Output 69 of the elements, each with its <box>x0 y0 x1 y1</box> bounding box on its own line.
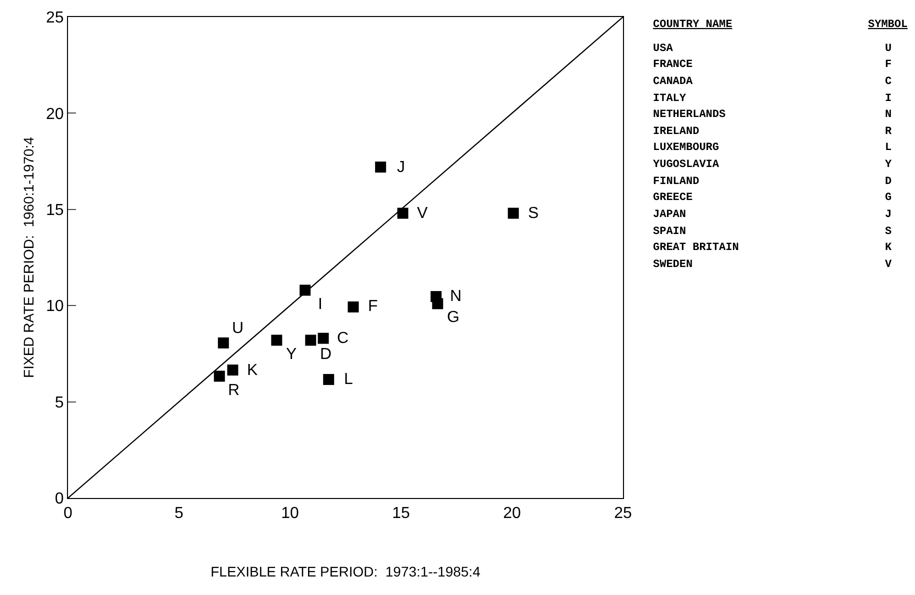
annotation: F <box>368 298 378 315</box>
y-tick-label: 25 <box>46 10 64 27</box>
point <box>227 364 238 376</box>
y-tick-label: 5 <box>54 394 64 412</box>
text: J <box>885 209 892 221</box>
annotation: J <box>397 159 405 176</box>
text: SPAIN <box>653 226 686 238</box>
annotation: U <box>232 320 244 337</box>
point <box>214 370 225 382</box>
x-tick-label: 10 <box>281 505 299 522</box>
x-tick-label: 15 <box>392 505 410 522</box>
text: IRELAND <box>653 126 700 138</box>
text: COUNTRY NAME <box>653 19 733 31</box>
x-tick-label: 20 <box>503 505 521 522</box>
text: L <box>885 142 892 154</box>
annotation: S <box>528 205 539 222</box>
point <box>508 208 519 219</box>
text: U <box>885 43 892 55</box>
text: FRANCE <box>653 59 694 71</box>
text: R <box>885 126 892 138</box>
annotation: V <box>417 205 428 222</box>
text: CANADA <box>653 76 694 88</box>
text: N <box>885 109 892 121</box>
text: C <box>885 76 892 88</box>
annotation: Y <box>286 346 297 363</box>
text: USA <box>653 43 674 55</box>
text: LUXEMBOURG <box>653 142 720 154</box>
point <box>218 337 229 348</box>
point <box>397 208 408 219</box>
text: SYMBOL <box>868 19 908 31</box>
text: GREAT BRITAIN <box>653 242 739 254</box>
point <box>375 162 386 173</box>
x-tick-label: 5 <box>174 505 184 522</box>
y-axis-title: FIXED RATE PERIOD: 1960:1-1970:4 <box>20 136 37 378</box>
x-tick-label: 25 <box>614 505 632 522</box>
text: V <box>885 259 892 271</box>
annotation: G <box>447 309 460 326</box>
y-tick-label: 15 <box>46 202 64 219</box>
text: YUGOSLAVIA <box>653 159 720 171</box>
text: JAPAN <box>653 209 686 221</box>
annotation: K <box>247 362 258 379</box>
point <box>271 334 282 346</box>
text: S <box>885 226 892 238</box>
text: F <box>885 59 892 71</box>
point <box>323 374 334 385</box>
annotation: I <box>318 296 322 313</box>
x-axis-title: FLEXIBLE RATE PERIOD: 1973:1--1985:4 <box>210 564 481 580</box>
text: G <box>885 192 892 204</box>
text: GREECE <box>653 192 694 204</box>
text: K <box>885 242 892 254</box>
point <box>305 334 316 346</box>
text: ITALY <box>653 93 686 105</box>
text: FINLAND <box>653 176 700 188</box>
annotation: R <box>228 382 240 399</box>
annotation: L <box>344 371 353 388</box>
point <box>348 301 359 312</box>
point <box>318 332 329 344</box>
text: NETHERLANDS <box>653 109 726 121</box>
y-tick-label: 10 <box>46 298 64 316</box>
annotation: C <box>337 330 349 347</box>
text: Y <box>885 159 892 171</box>
annotation: D <box>320 346 332 363</box>
y-tick-label: 20 <box>46 106 64 123</box>
text: D <box>885 176 892 188</box>
y-tick-label: 0 <box>54 490 64 508</box>
text: I <box>885 93 892 105</box>
point <box>432 298 444 310</box>
annotation: N <box>450 288 462 305</box>
text: SWEDEN <box>653 259 693 271</box>
